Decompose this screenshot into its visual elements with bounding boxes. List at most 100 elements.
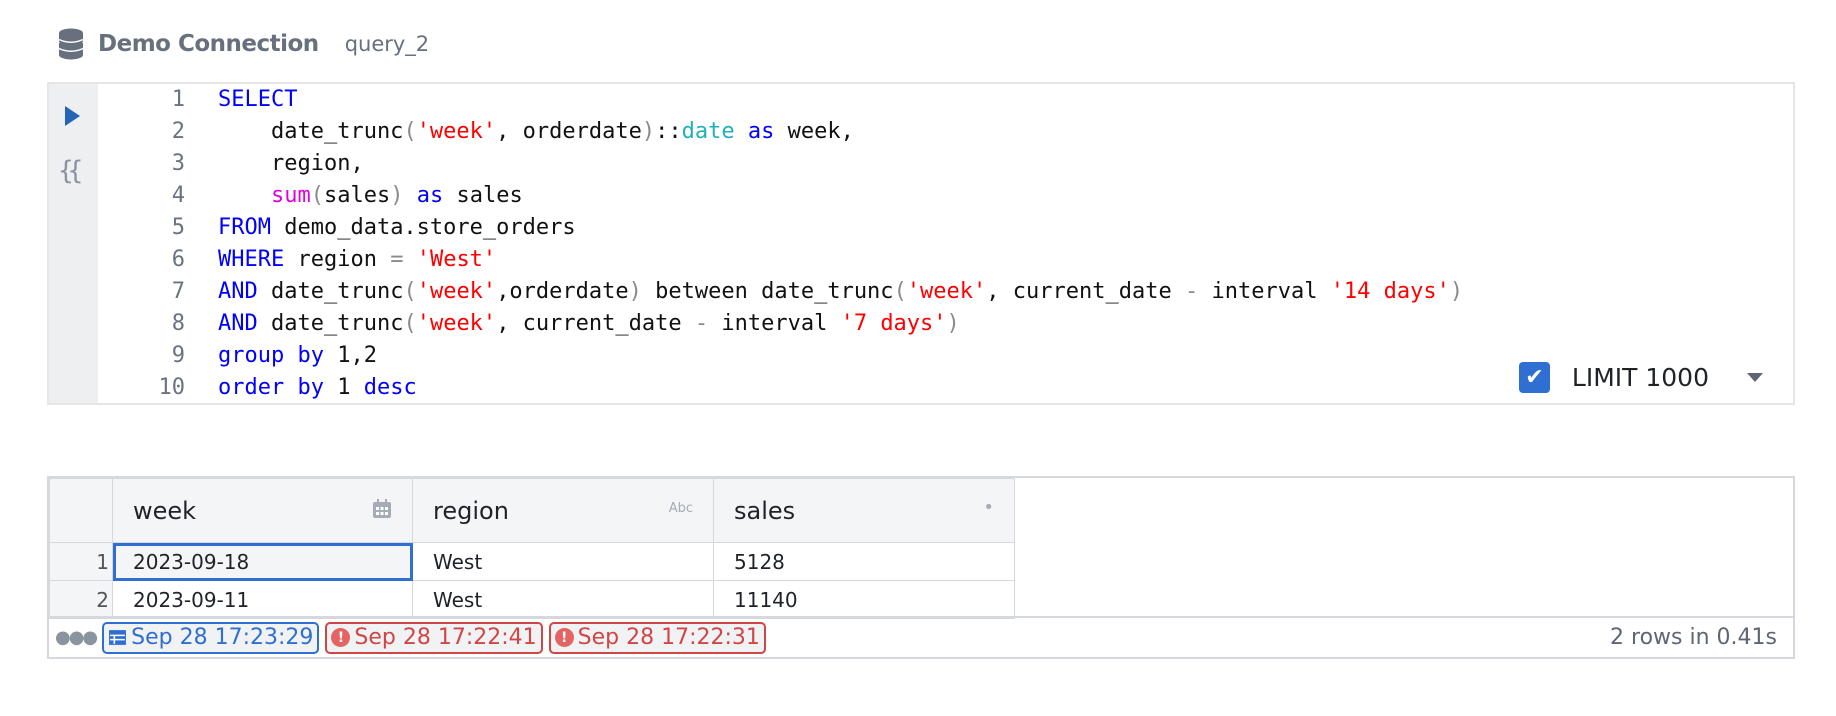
- code-line[interactable]: 9 group by 1,2: [98, 340, 1463, 372]
- error-icon: !: [554, 628, 574, 647]
- table-icon: [109, 630, 127, 645]
- line-number: 5: [171, 215, 185, 240]
- code-token: region: [284, 247, 391, 272]
- line-number: 3: [171, 151, 185, 176]
- code-token: [284, 340, 297, 372]
- limit-checkbox[interactable]: ✔: [1518, 362, 1550, 393]
- sql-editor[interactable]: {{ 1 SELECT 2 date_trunc('week', orderdate…: [47, 82, 1795, 405]
- code-token: [403, 244, 416, 276]
- code-line[interactable]: 2 date_trunc('week', orderdate):: date as…: [98, 116, 1463, 148]
- table-cell[interactable]: West: [412, 580, 714, 619]
- template-braces-icon[interactable]: {{: [58, 156, 83, 186]
- code-token: desc: [363, 375, 417, 400]
- code-token: demo_data.store_orders: [270, 215, 576, 240]
- table-cell[interactable]: 11140: [713, 580, 1015, 619]
- row-number-header: [49, 478, 113, 543]
- code-token: 'West': [416, 247, 497, 272]
- code-token: sales: [443, 183, 523, 208]
- history-label: Sep 28 17:22:31: [577, 625, 760, 650]
- code-token: FROM: [218, 215, 271, 240]
- code-token: date_trunc: [257, 311, 404, 336]
- code-token: '7 days': [840, 311, 947, 336]
- code-token: 1: [323, 375, 364, 400]
- line-number: 2: [171, 119, 185, 144]
- code-token: 'week': [906, 279, 987, 304]
- history-chip-success[interactable]: Sep 28 17:23:29: [102, 621, 320, 654]
- editor-gutter: {{: [49, 84, 98, 403]
- row-count-info: 2 rows in 0.41s: [1610, 625, 1777, 650]
- code-token: date_trunc: [218, 119, 404, 144]
- code-token: [403, 180, 416, 212]
- code-token: SELECT: [218, 87, 298, 112]
- column-name: region: [433, 496, 509, 525]
- code-token: , current_date: [986, 279, 1185, 304]
- code-token: region,: [218, 151, 364, 176]
- line-number: 9: [171, 343, 185, 368]
- number-type-icon: •: [983, 497, 994, 518]
- line-number: 1: [171, 87, 185, 112]
- code-token: sales: [323, 183, 391, 208]
- code-token: -: [1184, 279, 1199, 304]
- code-token: ): [946, 311, 960, 336]
- more-options-icon[interactable]: ●●●: [55, 627, 98, 648]
- code-line[interactable]: 10 order by 1 desc: [98, 372, 1463, 404]
- column-header-region[interactable]: region Abc: [412, 478, 714, 543]
- code-line[interactable]: 6 WHERE region = 'West': [98, 244, 1463, 276]
- history-chip-error[interactable]: ! Sep 28 17:22:31: [548, 621, 766, 654]
- query-name[interactable]: query_2: [344, 32, 430, 56]
- checkmark-icon: ✔: [1525, 365, 1544, 390]
- history-chip-error[interactable]: ! Sep 28 17:22:41: [325, 621, 543, 654]
- code-token: (: [310, 183, 324, 208]
- code-token: WHERE: [218, 247, 285, 272]
- code-token: (: [403, 311, 417, 336]
- table-cell[interactable]: 2023-09-11: [112, 580, 413, 619]
- code-token: '14 days': [1330, 279, 1450, 304]
- line-number: 6: [171, 247, 185, 272]
- results-panel: week region Abc sales • 1 2023-09-18 West …: [47, 476, 1795, 659]
- query-header: Demo Connection query_2: [58, 26, 429, 62]
- code-token: by: [297, 375, 324, 400]
- results-table: week region Abc sales • 1 2023-09-18 West …: [49, 478, 1015, 619]
- table-cell[interactable]: 5128: [713, 542, 1015, 581]
- limit-control: ✔ LIMIT 1000: [1518, 362, 1763, 393]
- code-token: AND: [218, 311, 258, 336]
- code-token: 'week': [416, 279, 497, 304]
- code-area[interactable]: 1 SELECT 2 date_trunc('week', orderdate)::…: [98, 84, 1464, 404]
- code-token: ): [641, 119, 656, 144]
- limit-dropdown-caret-icon[interactable]: [1747, 373, 1763, 382]
- code-token: (: [893, 279, 907, 304]
- results-footer: ●●● Sep 28 17:23:29 ! Sep 28 17:22:41 ! …: [49, 616, 1793, 657]
- code-token: 1,2: [323, 343, 377, 368]
- code-token: ::: [655, 119, 682, 144]
- column-name: sales: [734, 496, 796, 525]
- line-number: 8: [171, 311, 185, 336]
- column-header-sales[interactable]: sales •: [713, 478, 1015, 543]
- run-query-play-icon[interactable]: [65, 106, 80, 126]
- code-token: week,: [774, 119, 854, 144]
- column-header-week[interactable]: week: [112, 478, 413, 543]
- code-line[interactable]: 8 AND date_trunc('week', current_date - i…: [98, 308, 1463, 340]
- database-icon: [58, 28, 84, 60]
- connection-name[interactable]: Demo Connection: [98, 31, 319, 57]
- code-token: between date_trunc: [641, 279, 894, 304]
- code-token: 'week': [416, 119, 497, 144]
- table-cell[interactable]: 2023-09-18: [112, 542, 413, 581]
- code-line[interactable]: 3 region,: [98, 148, 1463, 180]
- header-row: week region Abc sales •: [49, 478, 1015, 543]
- code-token: order: [218, 375, 285, 400]
- code-token: date: [681, 119, 735, 144]
- code-line[interactable]: 1 SELECT: [98, 84, 1463, 116]
- code-token: group: [218, 343, 285, 368]
- row-number: 1: [49, 542, 113, 581]
- code-token: ): [390, 183, 404, 208]
- code-token: interval: [708, 311, 841, 336]
- table-cell[interactable]: West: [412, 542, 714, 581]
- code-line[interactable]: 5 FROM demo_data.store_orders: [98, 212, 1463, 244]
- code-token: [218, 180, 271, 212]
- code-token: (: [403, 119, 417, 144]
- code-line[interactable]: 7 AND date_trunc('week' ,orderdate) betwee…: [98, 276, 1463, 308]
- code-token: , orderdate: [496, 119, 642, 144]
- code-line[interactable]: 4 sum(sales) as sales: [98, 180, 1463, 212]
- text-type-icon: Abc: [668, 501, 693, 516]
- code-token: as: [747, 119, 775, 144]
